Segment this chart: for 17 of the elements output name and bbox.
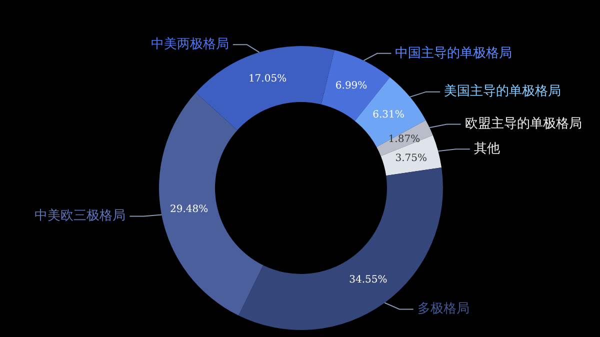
- slice-label: 中美两极格局: [150, 36, 229, 52]
- data-label: 6.31%: [372, 110, 404, 120]
- slice-label: 中美欧三极格局: [34, 208, 126, 224]
- data-label: 29.48%: [170, 204, 208, 216]
- slice-label: 欧盟主导的单极格局: [464, 116, 582, 132]
- donut-slice: [380, 135, 442, 176]
- data-label: 17.05%: [248, 74, 287, 85]
- data-label: 1.87%: [388, 134, 420, 146]
- slice-label: 其他: [474, 141, 500, 156]
- donut-slice: [159, 92, 264, 316]
- slice-label: 美国主导的单极格局: [444, 83, 562, 100]
- donut-slice: [238, 168, 443, 330]
- slice-label: 多极格局: [417, 302, 470, 317]
- data-label: 6.99%: [335, 80, 368, 92]
- data-label: 3.75%: [395, 153, 427, 164]
- data-label: 34.55%: [349, 274, 388, 286]
- slice-label: 中国主导的单极格局: [395, 44, 512, 61]
